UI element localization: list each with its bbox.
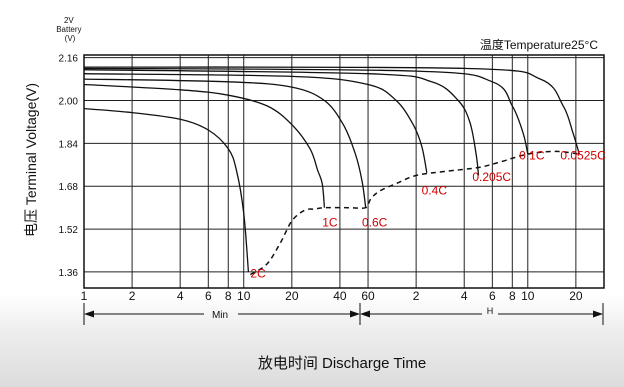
y-axis-title: 电压 Terminal Voltage(V)	[23, 83, 39, 237]
x-tick-label: 6	[205, 289, 212, 303]
hour-range-indicator: H	[360, 303, 604, 325]
discharge-curve	[83, 67, 529, 155]
battery-label: 2V Battery (V)	[56, 16, 84, 43]
y-tick-label: 1.84	[59, 139, 79, 150]
x-tick-label: 2	[413, 289, 420, 303]
rate-label: 2C	[250, 266, 266, 280]
rate-label: 0.0525C	[560, 148, 606, 162]
rate-label: 0.205C	[472, 170, 511, 184]
discharge-curve	[83, 66, 580, 155]
x-tick-labels: 1 2 4 6 8 10 20 40 60 2 4 6 8 10 20	[81, 289, 583, 303]
x-tick-label: 10	[237, 289, 251, 303]
rate-labels: 2C 1C 0.6C 0.4C 0.205C 0.1C 0.0525C	[250, 148, 606, 280]
battery-label-line: 2V	[64, 16, 74, 25]
x-tick-label: 20	[285, 289, 299, 303]
min-unit-label: Min	[212, 310, 228, 321]
y-tick-label: 1.36	[59, 268, 79, 279]
x-tick-label: 60	[361, 289, 375, 303]
battery-label-line: Battery	[56, 25, 81, 34]
x-tick-label: 4	[177, 289, 184, 303]
discharge-curve	[83, 73, 428, 173]
hour-unit-label: H	[487, 306, 494, 316]
chart-grid	[83, 55, 604, 288]
discharge-curve	[83, 78, 367, 208]
battery-label-line: (V)	[65, 34, 76, 43]
rate-label: 0.4C	[422, 183, 448, 197]
discharge-curve	[83, 69, 480, 176]
x-tick-label: 8	[509, 289, 516, 303]
x-tick-label: 2	[129, 289, 136, 303]
y-tick-labels: 2.16 2.00 1.84 1.68 1.52 1.36	[59, 54, 79, 279]
x-tick-label: 1	[81, 289, 88, 303]
temperature-label: 温度Temperature25°C	[480, 37, 599, 52]
y-tick-label: 1.52	[59, 225, 79, 236]
x-tick-label: 4	[461, 289, 468, 303]
y-tick-label: 2.00	[59, 97, 79, 108]
rate-label: 0.6C	[362, 215, 388, 229]
y-tick-label: 2.16	[59, 54, 79, 65]
x-tick-label: 20	[569, 289, 583, 303]
discharge-curve	[83, 83, 326, 208]
plot-frame	[83, 54, 605, 289]
x-axis-title: 放电时间 Discharge Time	[258, 355, 426, 372]
x-tick-label: 40	[333, 289, 347, 303]
discharge-curve	[83, 107, 250, 272]
discharge-curves	[83, 66, 580, 272]
x-tick-label: 8	[225, 289, 232, 303]
y-tick-label: 1.68	[59, 182, 79, 193]
rate-label: 1C	[322, 215, 338, 229]
end-voltage-line	[249, 150, 580, 276]
x-tick-label: 10	[521, 289, 535, 303]
rate-label: 0.1C	[519, 148, 545, 162]
min-range-indicator: Min	[83, 303, 361, 325]
x-tick-label: 6	[489, 289, 496, 303]
